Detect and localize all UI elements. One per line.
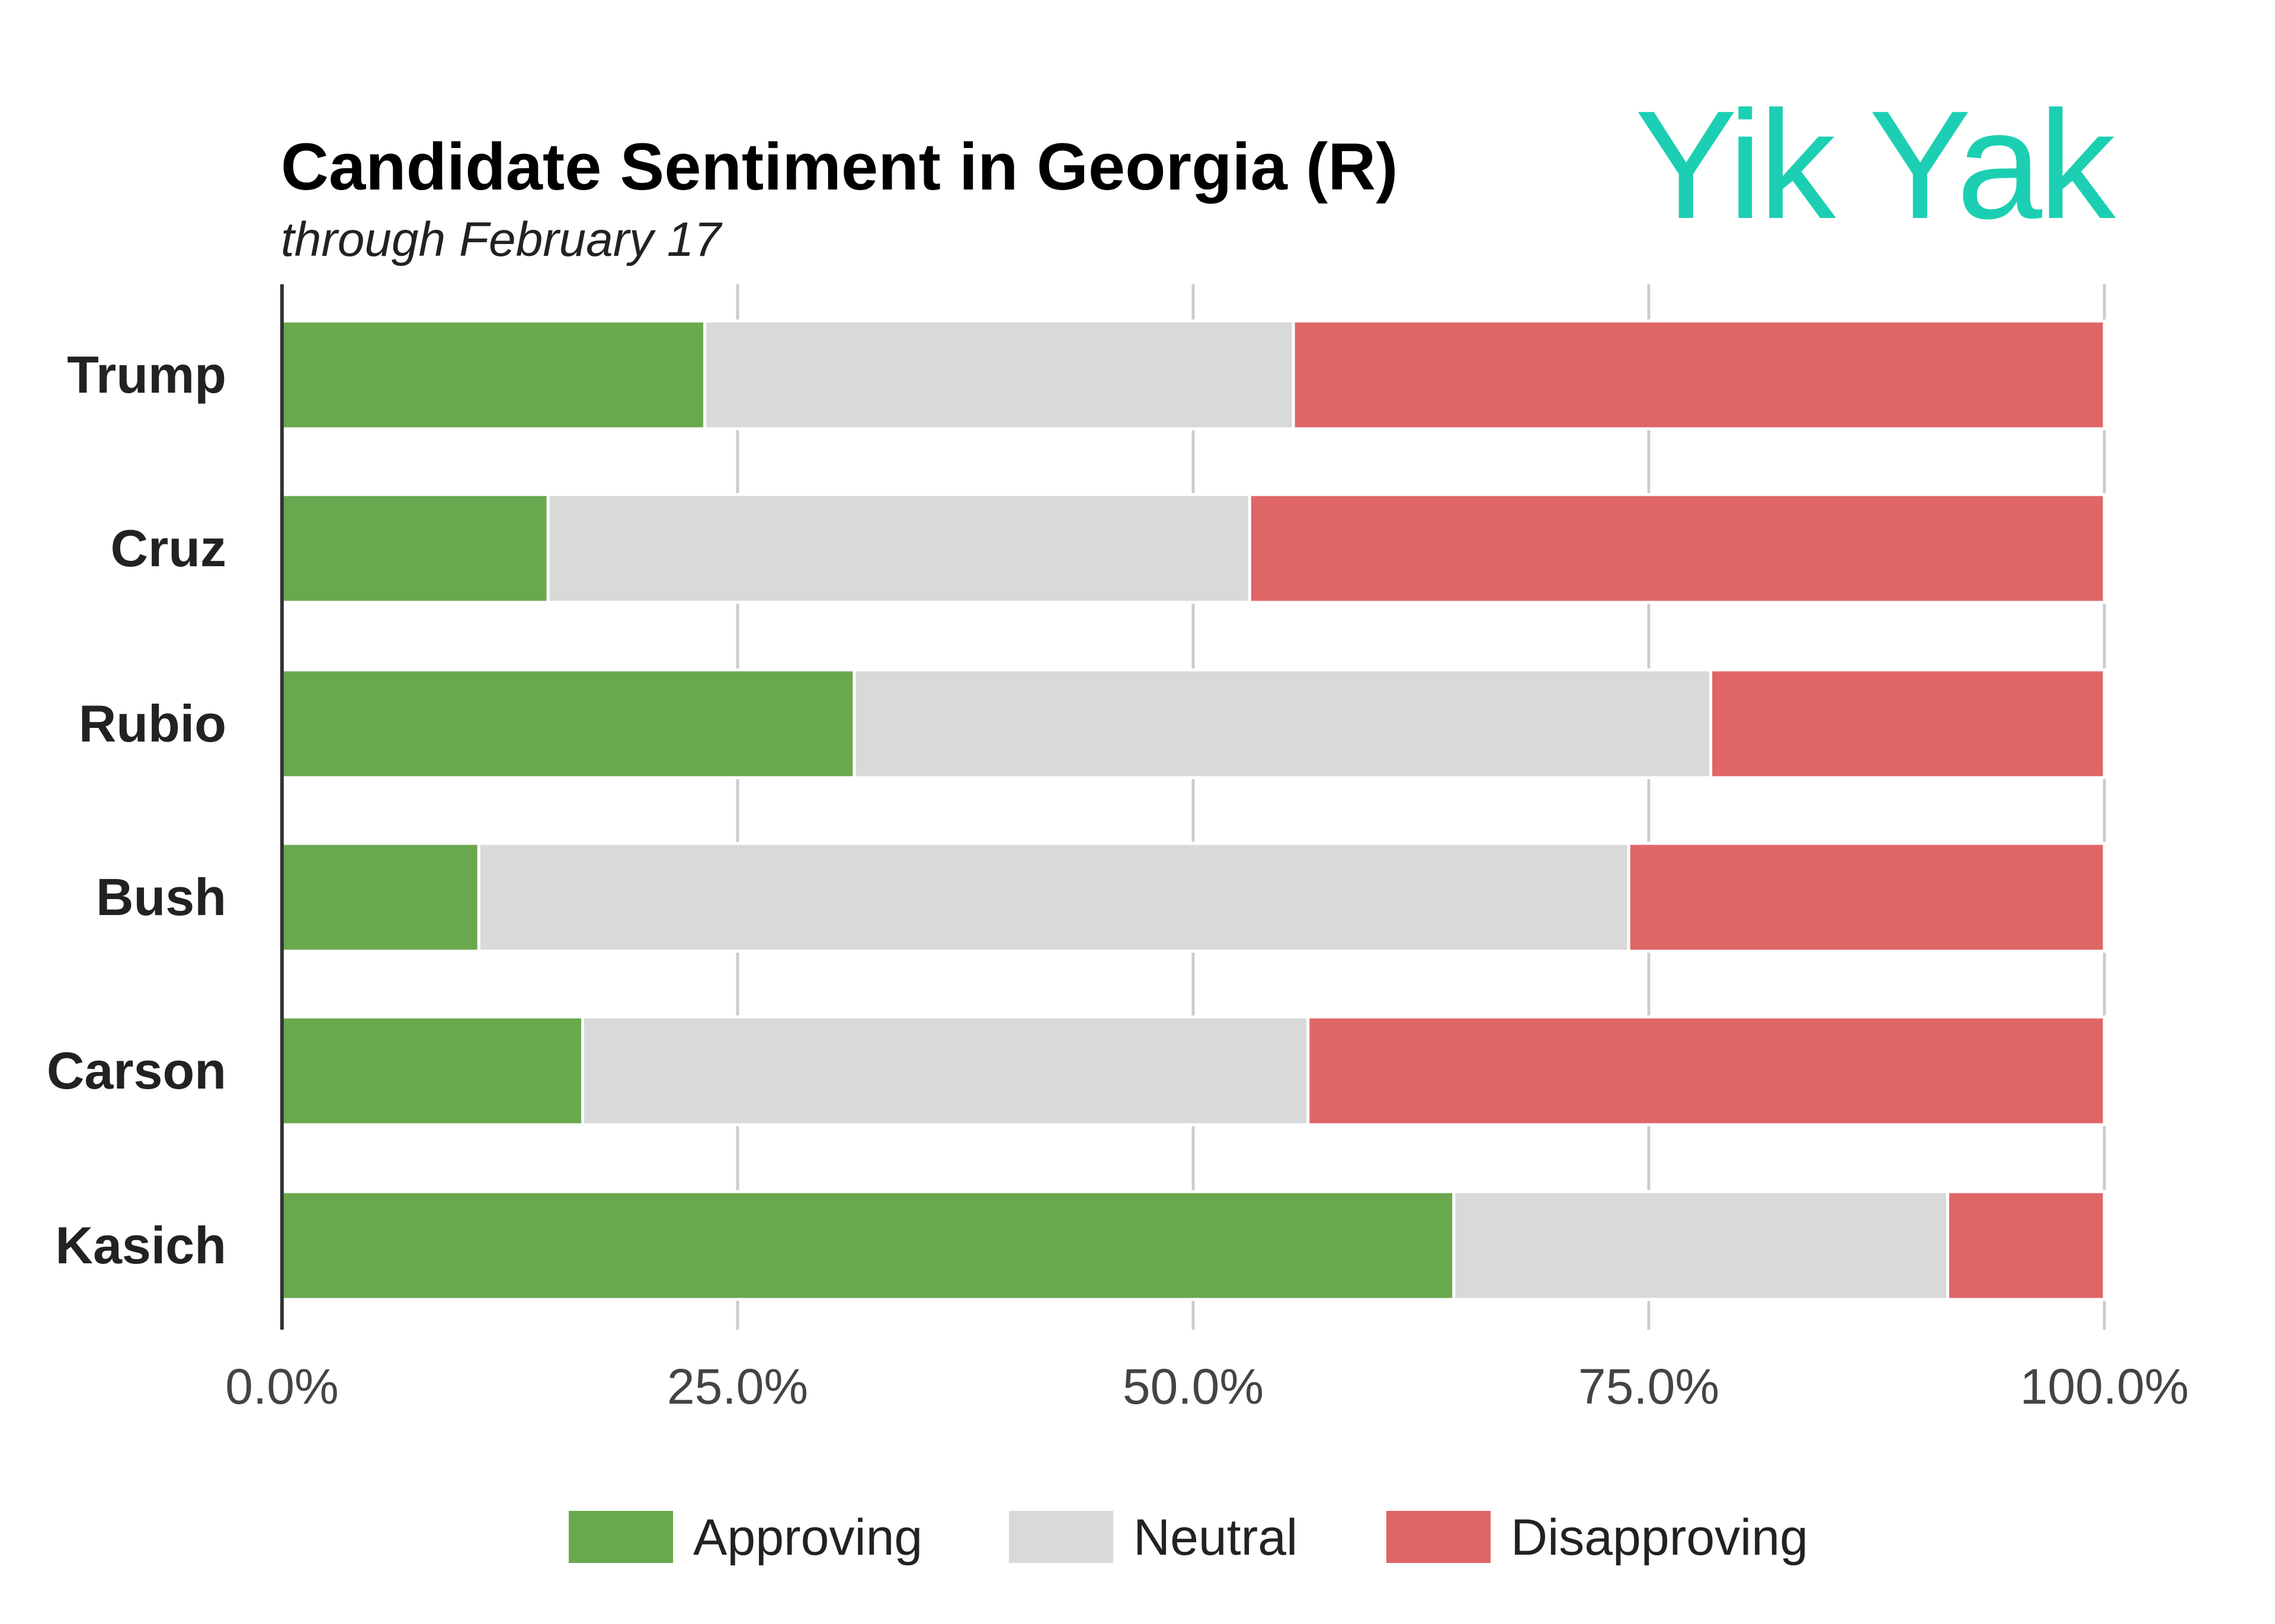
bar-disapproving-kasich	[1946, 1190, 2106, 1301]
category-label: Trump	[67, 345, 226, 404]
chart-title: Candidate Sentiment in Georgia (R)	[281, 130, 1398, 204]
x-tick-labels: 0.0% 25.0% 50.0% 75.0% 100.0%	[225, 1359, 2189, 1414]
legend-label-disapproving: Disapproving	[1511, 1509, 1808, 1566]
category-label: Cruz	[110, 519, 226, 577]
bar-approving-bush	[280, 842, 480, 953]
bar-disapproving-rubio	[1709, 668, 2106, 779]
bar-approving-rubio	[280, 668, 856, 779]
chart-subtitle: through February 17	[281, 213, 723, 267]
bar-approving-cruz	[280, 493, 550, 604]
category-label: Rubio	[79, 694, 226, 753]
bar-neutral-trump	[703, 319, 1295, 431]
yik-yak-logo: Yik Yak	[1635, 79, 2118, 251]
bar-approving-trump	[280, 319, 707, 431]
legend-label-approving: Approving	[693, 1509, 922, 1566]
legend: Approving Neutral Disapproving	[569, 1509, 1808, 1566]
category-label: Bush	[96, 868, 226, 926]
x-tick-label: 0.0%	[225, 1359, 338, 1414]
bar-neutral-cruz	[546, 493, 1251, 604]
category-label: Kasich	[55, 1216, 226, 1275]
bar-disapproving-bush	[1627, 842, 2106, 953]
x-tick-label: 50.0%	[1123, 1359, 1264, 1414]
x-tick-label: 75.0%	[1578, 1359, 1719, 1414]
bar-neutral-bush	[477, 842, 1630, 953]
gridlines	[736, 284, 2106, 1330]
category-labels: Trump Cruz Rubio Bush Carson Kasich	[47, 345, 226, 1275]
bar-approving-carson	[280, 1015, 585, 1126]
legend-swatch-disapproving	[1386, 1511, 1491, 1563]
category-label: Carson	[47, 1041, 226, 1100]
bar-disapproving-cruz	[1248, 493, 2106, 604]
x-tick-label: 25.0%	[667, 1359, 808, 1414]
bar-neutral-rubio	[853, 668, 1713, 779]
bar-neutral-kasich	[1452, 1190, 1949, 1301]
bars	[280, 319, 2106, 1301]
bar-disapproving-trump	[1292, 319, 2106, 431]
x-tick-label: 100.0%	[2020, 1359, 2189, 1414]
bar-neutral-carson	[581, 1015, 1310, 1126]
legend-label-neutral: Neutral	[1133, 1509, 1297, 1566]
legend-swatch-approving	[569, 1511, 673, 1563]
legend-swatch-neutral	[1009, 1511, 1113, 1563]
bar-approving-kasich	[280, 1190, 1456, 1301]
bar-disapproving-carson	[1306, 1015, 2106, 1126]
